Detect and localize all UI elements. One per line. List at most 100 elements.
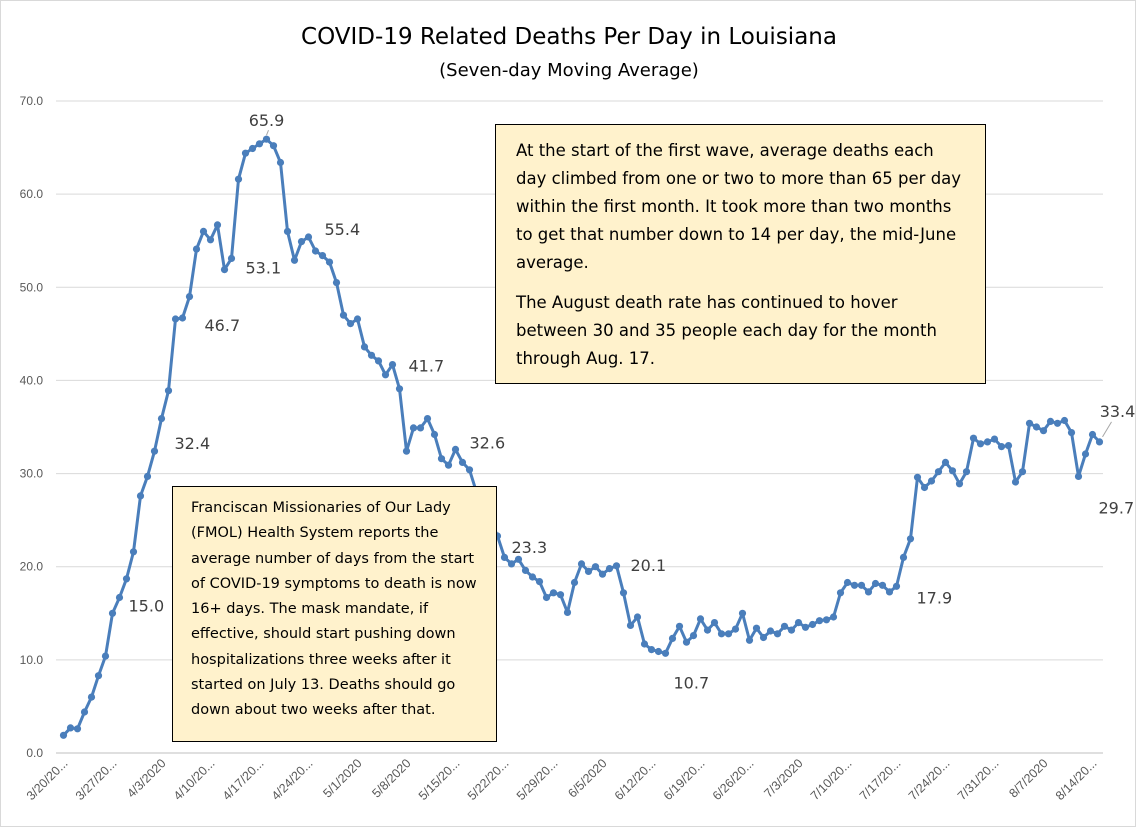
data-point [262,135,271,143]
y-tick-label: 40.0 [20,373,44,387]
data-point [752,624,761,632]
data-point [507,560,516,568]
data-point [59,731,68,739]
data-point [983,438,992,446]
data-label: 65.9 [249,111,285,130]
data-point [969,434,978,442]
data-label: 33.4 [1100,402,1136,421]
data-point [360,343,369,351]
data-point [556,591,565,599]
data-point [759,633,768,642]
data-point [388,361,397,369]
data-point [220,266,229,274]
data-label: 10.7 [674,673,710,692]
data-point [640,640,649,648]
data-point [703,626,712,634]
data-point [633,613,642,621]
data-label: 32.6 [470,433,506,452]
y-tick-label: 30.0 [20,467,44,481]
data-point [192,245,201,253]
data-label-leader [1102,421,1112,438]
data-label-leader [266,130,269,136]
data-point [374,357,383,365]
data-point [696,615,705,623]
data-point [444,461,453,469]
x-tick-label: 4/10/20... [171,756,218,803]
data-point [717,630,726,638]
data-label: 23.3 [512,538,548,557]
data-point [339,311,348,319]
data-point [73,725,82,733]
data-point [227,254,236,262]
data-point [241,149,250,157]
data-point [290,256,299,264]
x-tick-label: 6/26/20... [710,756,757,803]
data-point [66,724,75,732]
data-point [976,440,985,448]
data-point [1067,429,1076,437]
data-point [1088,430,1097,439]
data-point [731,625,740,633]
x-tick-label: 5/8/2020 [369,756,413,800]
data-point [122,575,131,583]
data-point [619,589,628,597]
data-point [381,371,390,379]
data-point [899,553,908,562]
data-label: 41.7 [409,357,445,376]
data-point [612,562,621,570]
data-point [1018,468,1027,476]
data-point [864,588,873,596]
data-point [668,634,677,643]
data-point [276,158,285,167]
first-wave-annotation: At the start of the first wave, average … [495,124,986,384]
x-tick-label: 5/1/2020 [320,756,364,800]
data-point [437,455,446,463]
data-label: 32.4 [175,434,211,453]
x-tick-label: 6/5/2020 [565,756,609,800]
x-tick-label: 4/24/20... [269,756,316,803]
data-point [605,565,614,573]
data-point [626,621,635,630]
chart-subtitle: (Seven-day Moving Average) [439,60,699,81]
data-label: 53.1 [246,258,282,277]
data-label: 55.4 [325,220,361,239]
data-point [570,578,579,587]
data-point [1039,427,1048,435]
data-point [955,480,964,488]
data-point [143,472,152,480]
x-tick-label: 4/17/20... [220,756,267,803]
data-point [878,581,887,589]
data-point [1025,419,1034,427]
data-point [465,466,474,474]
data-point [1095,438,1104,446]
data-point [514,555,523,563]
data-point [451,445,460,453]
data-point [164,387,173,395]
data-point [822,616,831,624]
first-wave-paragraph-1: At the start of the first wave, average … [516,141,962,272]
data-point [213,221,222,229]
x-tick-label: 5/29/20... [514,756,561,803]
data-point [248,144,257,153]
data-point [801,623,810,631]
data-point [542,593,551,602]
chart-title: COVID-19 Related Deaths Per Day in Louis… [301,24,837,50]
x-tick-label: 4/3/2020 [124,756,168,800]
data-point [255,140,264,148]
data-point [150,447,159,455]
y-tick-label: 70.0 [20,94,44,108]
data-point [906,535,915,543]
data-point [416,424,425,432]
data-point [101,652,110,660]
y-tick-label: 50.0 [20,280,44,294]
data-point [808,620,817,629]
x-tick-label: 8/7/2020 [1006,756,1050,800]
x-tick-label: 5/22/20... [465,756,512,803]
data-point [409,424,418,432]
data-point [1004,442,1013,450]
x-tick-label: 6/19/20... [661,756,708,803]
x-tick-label: 7/24/20... [906,756,953,803]
data-point [423,415,432,423]
x-tick-label: 5/15/20... [416,756,463,803]
